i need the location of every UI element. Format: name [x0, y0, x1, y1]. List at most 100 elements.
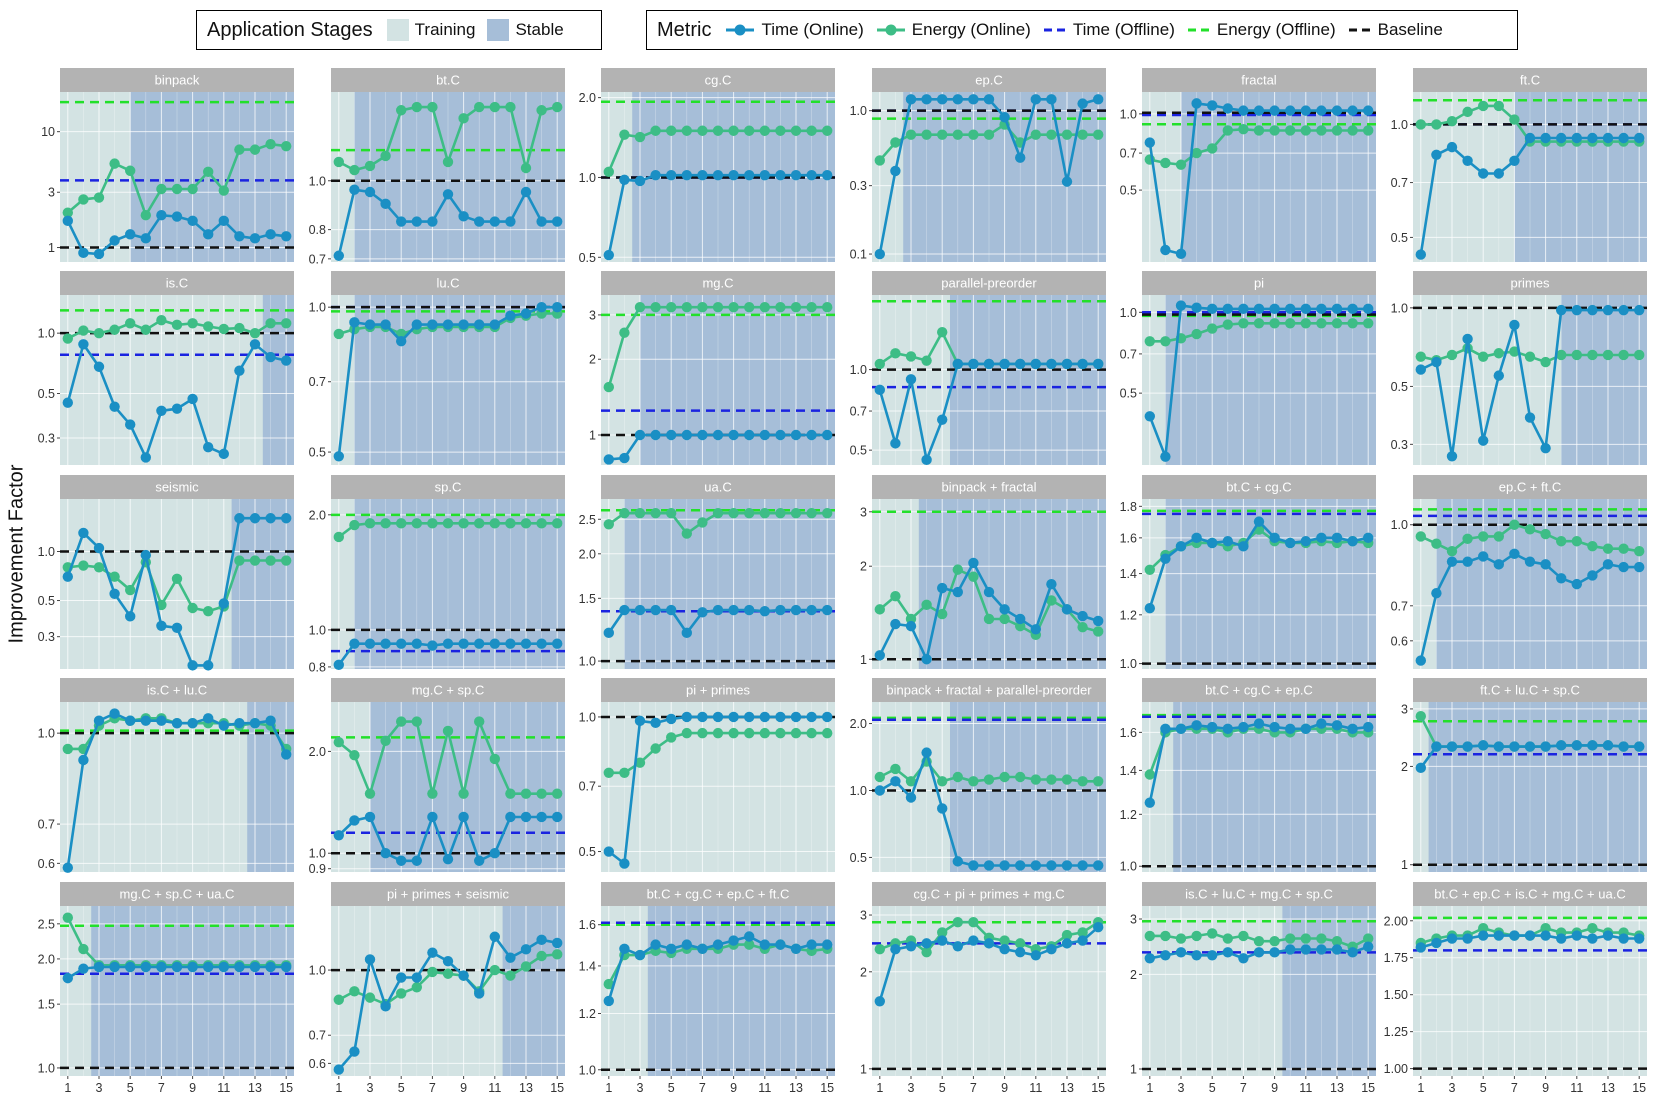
facet-title: mg.C + sp.C	[412, 683, 485, 698]
time-online-point	[140, 549, 151, 561]
time-online-point	[1540, 442, 1551, 454]
energy-online-point	[1046, 595, 1057, 606]
time-online-point	[1144, 411, 1156, 422]
energy-online-point	[1602, 349, 1614, 361]
x-tick-label: 9	[1542, 1081, 1549, 1095]
time-online-point	[442, 854, 454, 865]
time-online-point	[218, 215, 229, 227]
energy-online-point	[333, 994, 344, 1005]
facet-strip	[60, 475, 294, 499]
energy-online-point	[281, 318, 292, 329]
y-tick-label: 0.5	[1391, 380, 1408, 394]
energy-online-point	[171, 573, 183, 584]
time-online-point	[281, 231, 292, 242]
time-online-point	[78, 339, 89, 350]
time-online-point	[1587, 570, 1598, 581]
time-online-point	[728, 169, 739, 181]
time-online-point	[552, 811, 563, 823]
facet-strip	[1413, 678, 1647, 702]
legend-label-training: Training	[414, 20, 476, 39]
time-online-point	[1571, 740, 1583, 751]
facet-title: bt.C	[436, 73, 460, 88]
time-online-point	[1493, 370, 1505, 381]
energy-online-point	[396, 988, 407, 999]
stable-region	[1428, 702, 1647, 872]
time-online-point	[921, 654, 932, 665]
time-online-point	[1587, 304, 1598, 316]
energy-online-point	[1446, 349, 1458, 361]
energy-online-point	[1347, 125, 1358, 136]
time-online-point	[78, 527, 89, 539]
energy-online-point	[333, 736, 344, 748]
time-online-point	[1222, 723, 1234, 735]
time-online-point	[1238, 721, 1249, 733]
energy-online-point	[619, 767, 630, 779]
time-online-point	[265, 715, 276, 726]
y-tick-label: 1.4	[579, 959, 596, 973]
facet-bt-c-cg-c-ep-c-ft-c: bt.C + cg.C + ep.C + ft.C1.01.21.41.61 3 5…	[579, 882, 835, 1095]
energy-online-point	[603, 166, 614, 178]
energy-online-point	[1316, 125, 1327, 136]
time-online-point	[728, 429, 739, 441]
energy-online-point	[249, 555, 261, 566]
energy-online-point	[1160, 157, 1171, 169]
time-online-point	[333, 1064, 344, 1075]
time-online-point	[1253, 718, 1265, 729]
time-online-point	[1253, 947, 1265, 958]
time-online-point	[536, 638, 547, 649]
time-online-point	[474, 319, 485, 330]
y-tick-label: 3	[589, 308, 596, 322]
time-online-point	[1077, 860, 1088, 871]
time-online-point	[744, 931, 755, 942]
time-online-point	[442, 189, 454, 200]
time-online-point	[93, 361, 105, 372]
energy-online-point	[874, 358, 885, 370]
x-tick-label: 5	[1209, 1081, 1216, 1095]
energy-online-point	[1175, 933, 1187, 944]
y-tick-label: 0.6	[1391, 634, 1408, 648]
energy-online-point	[1160, 336, 1171, 347]
facet-title: pi + primes + seismic	[387, 887, 510, 902]
facet-ft-c: ft.C 0.5 0.7 1.0	[1391, 68, 1647, 262]
time-online-point	[536, 811, 547, 823]
energy-online-point	[1253, 318, 1265, 329]
energy-online-point	[489, 101, 500, 113]
time-online-point	[474, 855, 485, 866]
stages-legend: Application Stages Training Stable	[196, 10, 602, 50]
energy-online-point	[552, 518, 563, 529]
energy-online-point	[619, 508, 630, 519]
time-online-point	[822, 711, 833, 723]
time-online-point	[1175, 248, 1187, 260]
y-tick-label: 1.0	[1391, 301, 1408, 315]
energy-online-point	[62, 333, 73, 344]
facet-strip	[331, 271, 565, 295]
energy-online-point	[156, 599, 167, 611]
y-tick-label: 0.5	[850, 851, 867, 865]
time-online-point	[697, 711, 708, 723]
energy-online-point	[125, 318, 136, 329]
time-online-point	[218, 961, 229, 973]
time-online-point	[62, 862, 73, 873]
energy-online-point	[1634, 349, 1645, 361]
time-online-point	[603, 249, 614, 261]
energy-online-point	[458, 518, 469, 529]
energy-online-point	[759, 301, 770, 313]
time-online-point	[1046, 860, 1057, 871]
energy-online-point	[1077, 129, 1088, 140]
energy-online-point	[983, 774, 995, 785]
time-online-point	[1144, 953, 1156, 964]
facet-bt-c: bt.C 0.7 0.8 1.0	[309, 68, 565, 266]
time-online-point	[1415, 762, 1427, 774]
time-online-point	[1493, 741, 1505, 752]
time-online-point	[1300, 536, 1312, 547]
y-tick-label: 0.5	[579, 845, 596, 859]
energy-online-point	[489, 753, 500, 765]
time-online-point	[427, 319, 438, 330]
x-tick-label: 5	[398, 1081, 405, 1095]
facet-title: parallel-preorder	[941, 276, 1037, 291]
time-online-point	[156, 715, 167, 726]
time-online-point	[921, 747, 932, 758]
x-tick-label: 3	[96, 1081, 103, 1095]
time-online-point	[1415, 655, 1427, 666]
time-online-point	[1015, 860, 1026, 871]
